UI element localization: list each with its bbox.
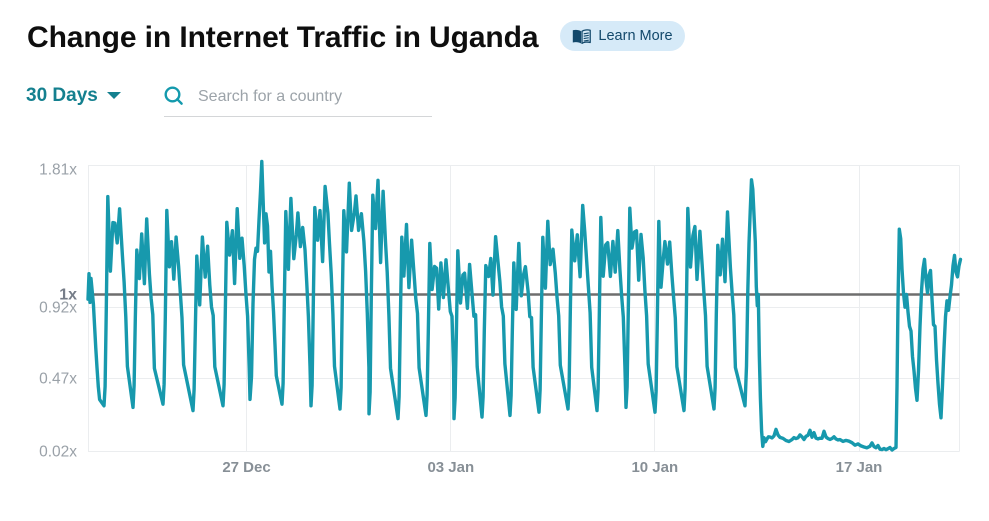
- svg-text:0.92x: 0.92x: [39, 300, 77, 317]
- svg-text:27 Dec: 27 Dec: [222, 459, 270, 476]
- svg-text:1x: 1x: [59, 287, 77, 304]
- svg-text:0.47x: 0.47x: [39, 371, 77, 388]
- svg-text:03 Jan: 03 Jan: [427, 459, 474, 476]
- svg-text:0.02x: 0.02x: [39, 444, 77, 461]
- svg-text:1.81x: 1.81x: [39, 162, 77, 179]
- svg-text:10 Jan: 10 Jan: [631, 459, 678, 476]
- svg-text:17 Jan: 17 Jan: [836, 459, 883, 476]
